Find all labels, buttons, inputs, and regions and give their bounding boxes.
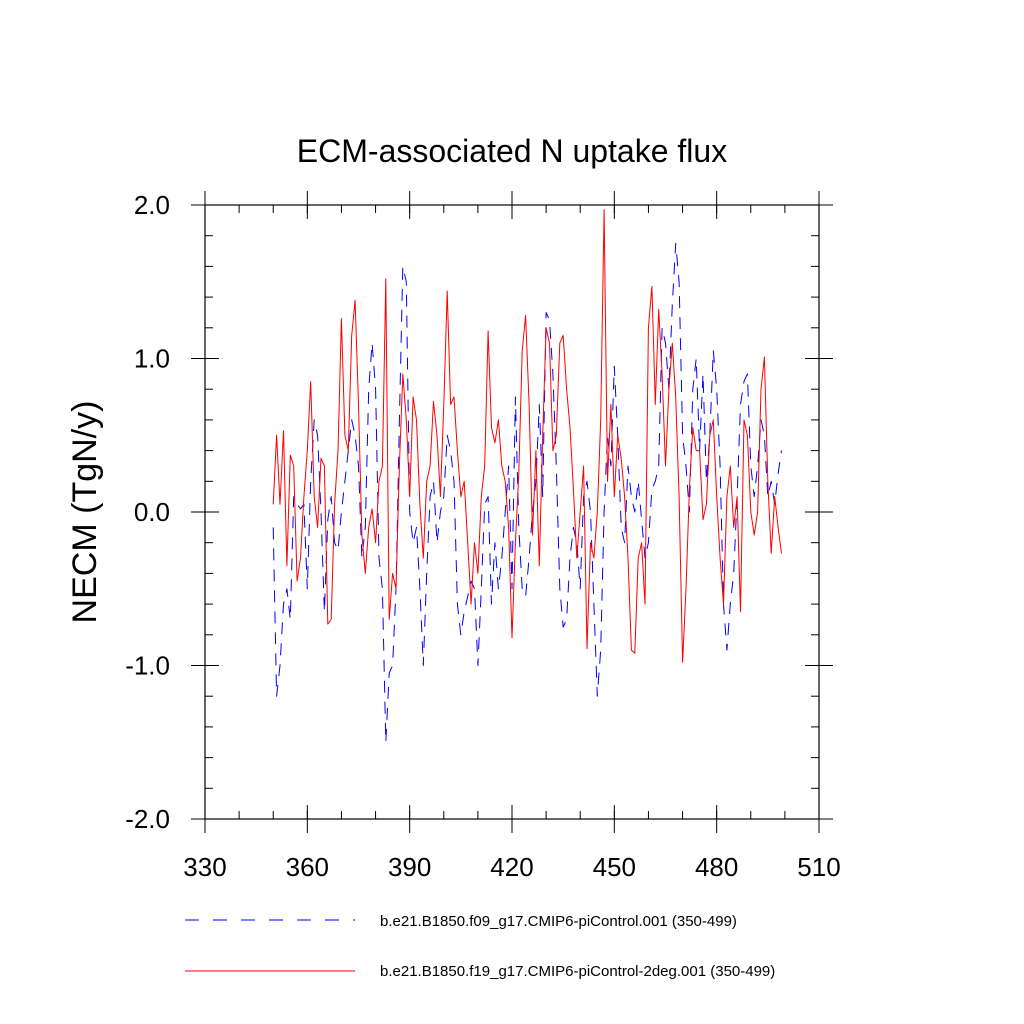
y-tick-label: -2.0 xyxy=(125,804,170,834)
legend-label-series-2: b.e21.B1850.f19_g17.CMIP6-piControl-2deg… xyxy=(380,963,775,980)
x-tick-label: 510 xyxy=(797,852,840,882)
series-line-2 xyxy=(272,209,782,663)
y-tick-label: 2.0 xyxy=(134,190,170,220)
x-tick-labels: 330 360 390 420 450 480 510 xyxy=(183,852,840,882)
y-tick-label: 0.0 xyxy=(134,497,170,527)
x-tick-label: 330 xyxy=(183,852,226,882)
chart-title: ECM-associated N uptake flux xyxy=(297,133,727,169)
x-tick-label: 450 xyxy=(593,852,636,882)
y-axis-label: NECM (TgN/y) xyxy=(66,401,104,624)
x-tick-label: 390 xyxy=(388,852,431,882)
x-tick-label: 420 xyxy=(490,852,533,882)
y-tick-labels: -2.0 -1.0 0.0 1.0 2.0 xyxy=(125,190,170,834)
x-tick-label: 480 xyxy=(695,852,738,882)
x-tick-label: 360 xyxy=(286,852,329,882)
y-tick-label: -1.0 xyxy=(125,651,170,681)
major-ticks xyxy=(191,191,833,833)
legend-label-series-1: b.e21.B1850.f09_g17.CMIP6-piControl.001 … xyxy=(380,913,737,930)
y-tick-label: 1.0 xyxy=(134,344,170,374)
series-line-1 xyxy=(272,242,782,743)
plot-frame xyxy=(204,204,820,820)
legend: b.e21.B1850.f09_g17.CMIP6-piControl.001 … xyxy=(185,913,775,980)
series-layer xyxy=(272,209,782,743)
